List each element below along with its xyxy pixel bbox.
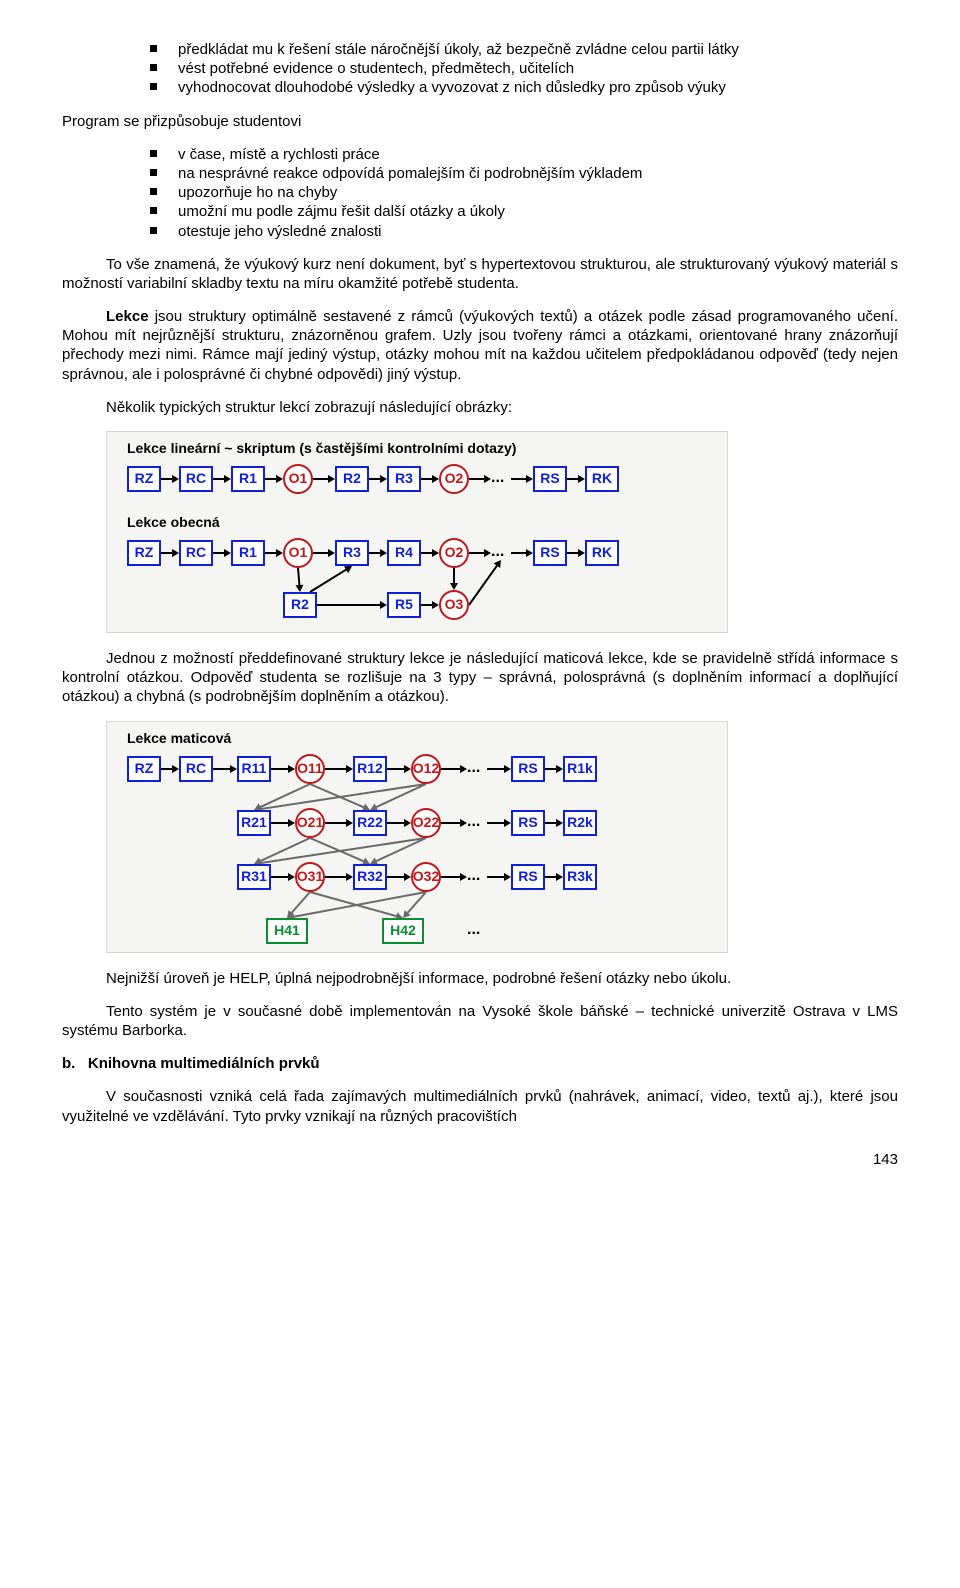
paragraph-7: V současnosti vzniká celá řada zajímavýc… bbox=[62, 1087, 898, 1125]
node-o2: O2 bbox=[439, 538, 469, 568]
paragraph-6: Tento systém je v současné době implemen… bbox=[62, 1002, 898, 1040]
node-rz: RZ bbox=[127, 756, 161, 782]
node-r1k: R1k bbox=[563, 756, 597, 782]
node-r1: R1 bbox=[231, 540, 265, 566]
bullet-item: upozorňuje ho na chyby bbox=[150, 183, 898, 202]
bullet-item: otestuje jeho výsledné znalosti bbox=[150, 222, 898, 241]
node-rc: RC bbox=[179, 466, 213, 492]
node-h41: H41 bbox=[266, 918, 308, 944]
paragraph-4: Jednou z možností předdefinované struktu… bbox=[62, 649, 898, 707]
node-r3k: R3k bbox=[563, 864, 597, 890]
para2-rest: jsou struktury optimálně sestavené z rám… bbox=[62, 308, 898, 383]
node-r2: R2 bbox=[335, 466, 369, 492]
node-r2k: R2k bbox=[563, 810, 597, 836]
para5-text: Nejnižší úroveň je HELP, úplná nejpodrob… bbox=[106, 970, 687, 987]
diagram2-title: Lekce maticová bbox=[127, 730, 231, 748]
node-o12: O12 bbox=[411, 754, 441, 784]
node-o31: O31 bbox=[295, 862, 325, 892]
node-r3: R3 bbox=[335, 540, 369, 566]
paragraph-5: Nejnižší úroveň je HELP, úplná nejpodrob… bbox=[62, 969, 898, 988]
lekce-bold: Lekce bbox=[106, 308, 149, 325]
program-line: Program se přizpůsobuje studentovi bbox=[62, 112, 898, 131]
section-b-letter: b. bbox=[62, 1055, 75, 1072]
bullet-item: na nesprávné reakce odpovídá pomalejším … bbox=[150, 164, 898, 183]
node-rs: RS bbox=[511, 756, 545, 782]
bullet-list-2: v čase, místě a rychlosti prácena nesprá… bbox=[62, 145, 898, 241]
node-r11: R11 bbox=[237, 756, 271, 782]
node-r32: R32 bbox=[353, 864, 387, 890]
para5-tail: úkolu. bbox=[691, 970, 731, 987]
page-number: 143 bbox=[62, 1150, 898, 1169]
node-o3: O3 bbox=[439, 590, 469, 620]
node-rs: RS bbox=[533, 540, 567, 566]
bullet-item: vyhodnocovat dlouhodobé výsledky a vyvoz… bbox=[150, 78, 898, 97]
node-rs: RS bbox=[511, 810, 545, 836]
node-r4: R4 bbox=[387, 540, 421, 566]
node-o1: O1 bbox=[283, 538, 313, 568]
paragraph-3: Několik typických struktur lekcí zobrazu… bbox=[62, 398, 898, 417]
bullet-item: vést potřebné evidence o studentech, pře… bbox=[150, 59, 898, 78]
diagram1-title-general: Lekce obecná bbox=[127, 514, 220, 532]
node-rz: RZ bbox=[127, 466, 161, 492]
node-rz: RZ bbox=[127, 540, 161, 566]
diagram1-title-linear: Lekce lineární ~ skriptum (s častějšími … bbox=[127, 440, 516, 458]
ellipsis: ... bbox=[491, 468, 504, 488]
paragraph-1: To vše znamená, že výukový kurz není dok… bbox=[62, 255, 898, 293]
section-b-title: Knihovna multimediálních prvků bbox=[88, 1055, 320, 1072]
section-b-heading: b. Knihovna multimediálních prvků bbox=[62, 1054, 898, 1073]
node-r1: R1 bbox=[231, 466, 265, 492]
diagram-linear-general: Lekce lineární ~ skriptum (s častějšími … bbox=[106, 431, 728, 633]
node-o2: O2 bbox=[439, 464, 469, 494]
node-o1: O1 bbox=[283, 464, 313, 494]
node-rc: RC bbox=[179, 756, 213, 782]
node-r21: R21 bbox=[237, 810, 271, 836]
node-o11: O11 bbox=[295, 754, 325, 784]
paragraph-2: Lekce jsou struktury optimálně sestavené… bbox=[62, 307, 898, 384]
ellipsis: ... bbox=[491, 542, 504, 562]
node-o32: O32 bbox=[411, 862, 441, 892]
ellipsis: ... bbox=[467, 866, 480, 886]
node-rs: RS bbox=[511, 864, 545, 890]
node-h42: H42 bbox=[382, 918, 424, 944]
node-r3: R3 bbox=[387, 466, 421, 492]
node-o22: O22 bbox=[411, 808, 441, 838]
node-r5: R5 bbox=[387, 592, 421, 618]
node-r22: R22 bbox=[353, 810, 387, 836]
bullet-item: v čase, místě a rychlosti práce bbox=[150, 145, 898, 164]
bullet-item: umožní mu podle zájmu řešit další otázky… bbox=[150, 202, 898, 221]
node-o21: O21 bbox=[295, 808, 325, 838]
bullet-item: předkládat mu k řešení stále náročnější … bbox=[150, 40, 898, 59]
diagram-matrix: Lekce maticová RZ RC R11 O11 R12 O12... RS R1k R2… bbox=[106, 721, 728, 953]
node-rk: RK bbox=[585, 540, 619, 566]
node-r12: R12 bbox=[353, 756, 387, 782]
node-rc: RC bbox=[179, 540, 213, 566]
node-rs: RS bbox=[533, 466, 567, 492]
node-r2: R2 bbox=[283, 592, 317, 618]
node-rk: RK bbox=[585, 466, 619, 492]
ellipsis: ... bbox=[467, 812, 480, 832]
bullet-list-1: předkládat mu k řešení stále náročnější … bbox=[62, 40, 898, 98]
ellipsis: ... bbox=[467, 758, 480, 778]
node-r31: R31 bbox=[237, 864, 271, 890]
ellipsis: ... bbox=[467, 920, 480, 940]
